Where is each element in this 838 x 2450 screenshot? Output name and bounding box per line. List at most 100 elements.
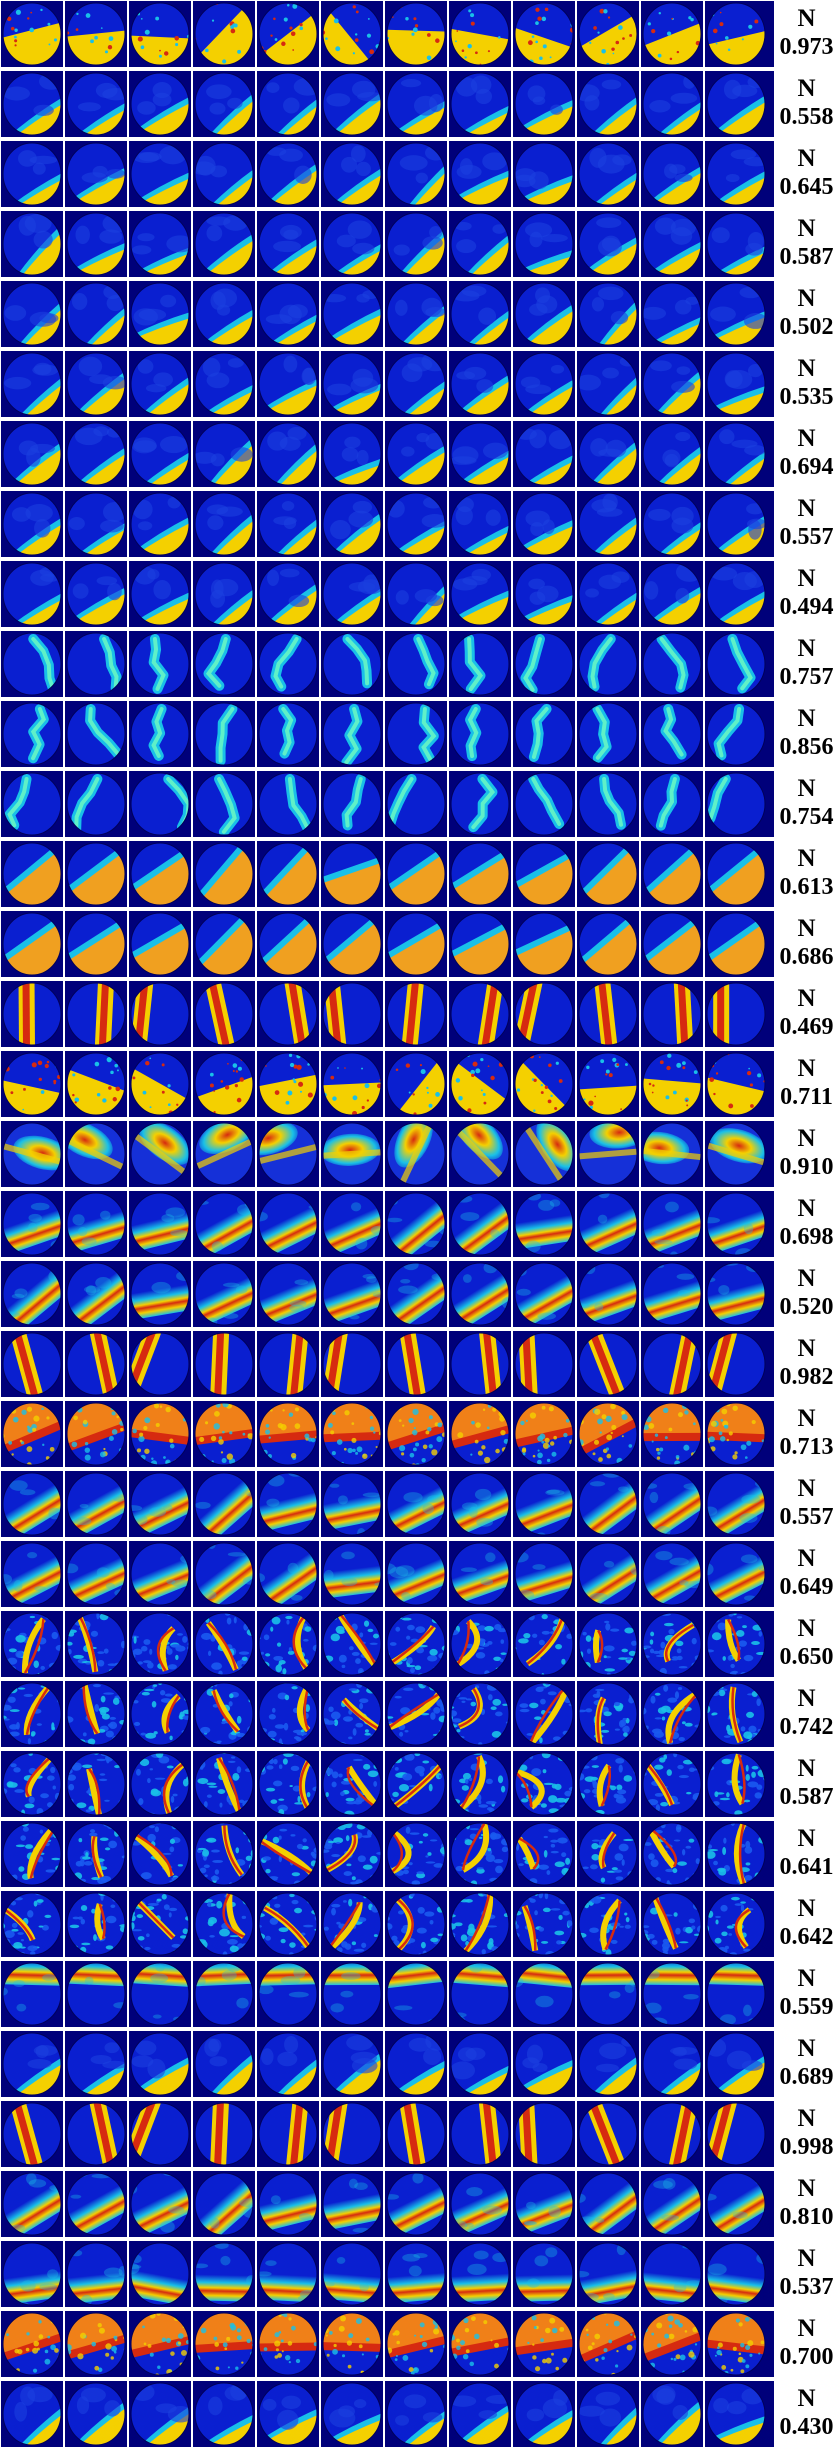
heatmap-image xyxy=(449,1331,511,1397)
heatmap-image xyxy=(513,771,575,837)
row-score-value: 0.645 xyxy=(779,174,834,200)
heatmap-image xyxy=(449,421,511,487)
heatmap-row: N 0.587 xyxy=(0,211,838,277)
heatmap-image xyxy=(193,1891,255,1957)
heatmap-tile xyxy=(641,1051,703,1117)
heatmap-tile xyxy=(129,1611,191,1677)
heatmap-tile xyxy=(321,1961,383,2027)
heatmap-tile xyxy=(449,2241,511,2307)
heatmap-image xyxy=(193,1471,255,1537)
heatmap-tile xyxy=(193,1331,255,1397)
heatmap-image xyxy=(577,1891,639,1957)
heatmap-tile xyxy=(641,771,703,837)
heatmap-image xyxy=(577,1401,639,1467)
heatmap-image xyxy=(577,631,639,697)
heatmap-tile xyxy=(449,1751,511,1817)
heatmap-tile xyxy=(257,2311,319,2377)
heatmap-tile xyxy=(321,701,383,767)
heatmap-tile xyxy=(321,2311,383,2377)
heatmap-image xyxy=(193,2171,255,2237)
heatmap-image xyxy=(641,281,703,347)
heatmap-image xyxy=(1,561,63,627)
heatmap-image xyxy=(385,2381,447,2447)
row-score-prefix: N xyxy=(797,775,816,802)
heatmap-tile xyxy=(641,491,703,557)
heatmap-image xyxy=(385,141,447,207)
heatmap-image xyxy=(641,1611,703,1677)
row-score-label: N 0.557 xyxy=(775,491,838,557)
heatmap-tile xyxy=(385,211,447,277)
row-score-value: 0.469 xyxy=(779,1014,834,1040)
heatmap-tile xyxy=(129,701,191,767)
heatmap-image xyxy=(1,1821,63,1887)
heatmap-tile xyxy=(257,1891,319,1957)
heatmap-image xyxy=(193,1611,255,1677)
heatmap-image xyxy=(641,1401,703,1467)
heatmap-image xyxy=(129,771,191,837)
row-score-label: N 0.686 xyxy=(775,911,838,977)
heatmap-image xyxy=(705,421,767,487)
heatmap-image xyxy=(449,1471,511,1537)
heatmap-tile xyxy=(385,911,447,977)
heatmap-tile xyxy=(641,421,703,487)
row-score-label: N 0.754 xyxy=(775,771,838,837)
heatmap-tile xyxy=(65,1,127,67)
heatmap-image xyxy=(641,841,703,907)
row-score-value: 0.649 xyxy=(779,1574,834,1600)
heatmap-tile xyxy=(321,1,383,67)
row-score-prefix: N xyxy=(797,1265,816,1292)
row-score-prefix: N xyxy=(797,1195,816,1222)
heatmap-image xyxy=(641,2101,703,2167)
row-score-value: 0.613 xyxy=(779,874,834,900)
heatmap-tile xyxy=(705,1,774,67)
heatmap-tile xyxy=(193,561,255,627)
heatmap-image xyxy=(577,701,639,767)
heatmap-image xyxy=(193,911,255,977)
heatmap-image xyxy=(129,561,191,627)
heatmap-tile xyxy=(193,421,255,487)
heatmap-tile xyxy=(257,1331,319,1397)
heatmap-image xyxy=(321,841,383,907)
heatmap-image xyxy=(65,1331,127,1397)
heatmap-tile xyxy=(449,561,511,627)
heatmap-image xyxy=(65,1401,127,1467)
heatmap-tile xyxy=(129,1961,191,2027)
heatmap-image xyxy=(385,1401,447,1467)
heatmap-image xyxy=(257,491,319,557)
heatmap-tile xyxy=(513,2171,575,2237)
heatmap-image xyxy=(321,1541,383,1607)
heatmap-tile xyxy=(641,561,703,627)
heatmap-image xyxy=(577,71,639,137)
heatmap-tile xyxy=(385,2031,447,2097)
heatmap-image xyxy=(65,2171,127,2237)
heatmap-tile xyxy=(321,1051,383,1117)
heatmap-image xyxy=(129,981,191,1047)
heatmap-tile xyxy=(321,491,383,557)
heatmap-tile xyxy=(577,1051,639,1117)
heatmap-image xyxy=(385,981,447,1047)
heatmap-tile xyxy=(385,1611,447,1677)
heatmap-image xyxy=(65,981,127,1047)
heatmap-image xyxy=(385,1261,447,1327)
heatmap-tile xyxy=(65,701,127,767)
heatmap-image xyxy=(129,1,191,67)
heatmap-tile xyxy=(129,421,191,487)
heatmap-image xyxy=(1,1961,63,2027)
row-score-prefix: N xyxy=(797,285,816,312)
heatmap-row: N 0.700 xyxy=(0,2311,838,2377)
heatmap-image xyxy=(65,71,127,137)
heatmap-image xyxy=(257,1051,319,1117)
heatmap-image xyxy=(513,2241,575,2307)
heatmap-image xyxy=(321,701,383,767)
heatmap-image xyxy=(193,561,255,627)
heatmap-image xyxy=(577,911,639,977)
heatmap-tile xyxy=(449,2171,511,2237)
heatmap-image xyxy=(385,701,447,767)
heatmap-tile xyxy=(577,281,639,347)
heatmap-tile xyxy=(257,71,319,137)
heatmap-image xyxy=(705,561,767,627)
heatmap-image xyxy=(385,1191,447,1257)
heatmap-tile xyxy=(705,491,774,557)
heatmap-image xyxy=(449,491,511,557)
heatmap-row: N 0.856 xyxy=(0,701,838,767)
